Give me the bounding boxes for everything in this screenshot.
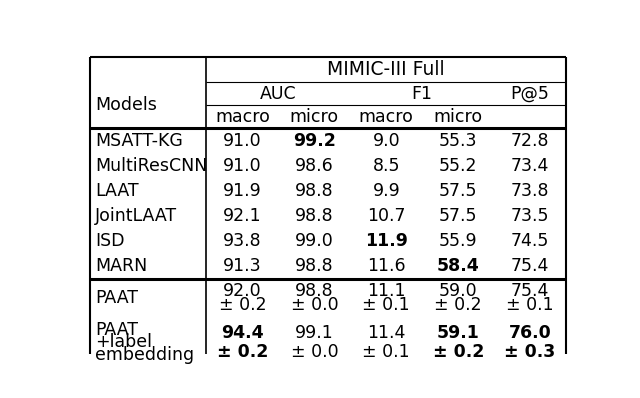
Text: 57.5: 57.5 xyxy=(439,182,477,200)
Text: PAAT: PAAT xyxy=(95,320,138,339)
Text: ± 0.2: ± 0.2 xyxy=(435,296,482,314)
Text: 99.1: 99.1 xyxy=(295,324,333,342)
Text: ± 0.1: ± 0.1 xyxy=(362,296,410,314)
Text: 91.0: 91.0 xyxy=(223,132,262,150)
Text: 10.7: 10.7 xyxy=(367,207,406,225)
Text: JointLAAT: JointLAAT xyxy=(95,207,177,225)
Text: P@5: P@5 xyxy=(511,85,550,103)
Text: 9.0: 9.0 xyxy=(372,132,400,150)
Text: ± 0.3: ± 0.3 xyxy=(504,343,556,361)
Text: 57.5: 57.5 xyxy=(439,207,477,225)
Text: F1: F1 xyxy=(412,85,433,103)
Text: 11.1: 11.1 xyxy=(367,282,406,300)
Text: MultiResCNN: MultiResCNN xyxy=(95,157,207,175)
Text: 75.4: 75.4 xyxy=(511,282,549,300)
Text: ± 0.0: ± 0.0 xyxy=(291,343,338,361)
Text: 73.8: 73.8 xyxy=(511,182,549,200)
Text: 91.0: 91.0 xyxy=(223,157,262,175)
Text: ISD: ISD xyxy=(95,232,124,250)
Text: micro: micro xyxy=(434,107,483,125)
Text: MSATT-KG: MSATT-KG xyxy=(95,132,183,150)
Text: 11.9: 11.9 xyxy=(365,232,408,250)
Text: Models: Models xyxy=(95,96,157,114)
Text: 98.8: 98.8 xyxy=(295,182,333,200)
Text: 91.9: 91.9 xyxy=(223,182,262,200)
Text: 55.2: 55.2 xyxy=(439,157,477,175)
Text: 59.0: 59.0 xyxy=(439,282,477,300)
Text: 8.5: 8.5 xyxy=(372,157,400,175)
Text: ± 0.2: ± 0.2 xyxy=(433,343,484,361)
Text: LAAT: LAAT xyxy=(95,182,138,200)
Text: AUC: AUC xyxy=(260,85,297,103)
Text: 98.8: 98.8 xyxy=(295,282,333,300)
Text: 74.5: 74.5 xyxy=(511,232,549,250)
Text: +label: +label xyxy=(95,334,152,351)
Text: MARN: MARN xyxy=(95,257,147,275)
Text: embedding: embedding xyxy=(95,346,194,364)
Text: ± 0.1: ± 0.1 xyxy=(362,343,410,361)
Text: 93.8: 93.8 xyxy=(223,232,262,250)
Text: 98.6: 98.6 xyxy=(295,157,333,175)
Text: 75.4: 75.4 xyxy=(511,257,549,275)
Text: 92.1: 92.1 xyxy=(223,207,262,225)
Text: 72.8: 72.8 xyxy=(511,132,549,150)
Text: 58.4: 58.4 xyxy=(437,257,479,275)
Text: PAAT: PAAT xyxy=(95,289,138,307)
Text: 55.3: 55.3 xyxy=(439,132,477,150)
Text: 76.0: 76.0 xyxy=(509,324,552,342)
Text: 99.2: 99.2 xyxy=(293,132,336,150)
Text: MIMIC-III Full: MIMIC-III Full xyxy=(328,60,445,79)
Text: 9.9: 9.9 xyxy=(372,182,400,200)
Text: 11.6: 11.6 xyxy=(367,257,406,275)
Text: 99.0: 99.0 xyxy=(295,232,333,250)
Text: 73.4: 73.4 xyxy=(511,157,549,175)
Text: macro: macro xyxy=(359,107,413,125)
Text: ± 0.1: ± 0.1 xyxy=(506,296,554,314)
Text: 98.8: 98.8 xyxy=(295,207,333,225)
Text: 73.5: 73.5 xyxy=(511,207,549,225)
Text: 91.3: 91.3 xyxy=(223,257,262,275)
Text: micro: micro xyxy=(290,107,339,125)
Text: ± 0.0: ± 0.0 xyxy=(291,296,338,314)
Text: macro: macro xyxy=(215,107,270,125)
Text: 59.1: 59.1 xyxy=(436,324,479,342)
Text: 55.9: 55.9 xyxy=(439,232,477,250)
Text: 92.0: 92.0 xyxy=(223,282,262,300)
Text: 11.4: 11.4 xyxy=(367,324,406,342)
Text: ± 0.2: ± 0.2 xyxy=(217,343,268,361)
Text: 94.4: 94.4 xyxy=(221,324,264,342)
Text: 98.8: 98.8 xyxy=(295,257,333,275)
Text: ± 0.2: ± 0.2 xyxy=(219,296,266,314)
